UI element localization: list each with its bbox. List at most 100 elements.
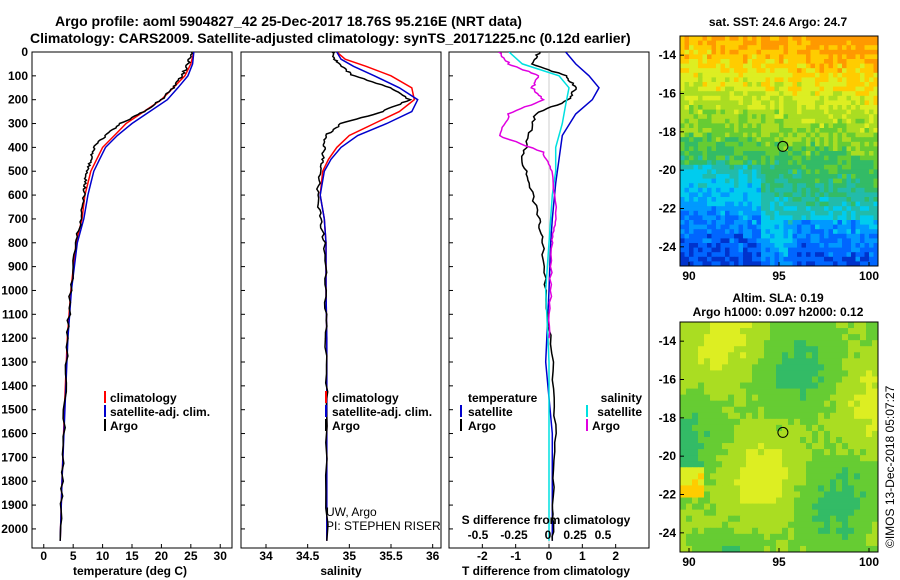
map-cell	[788, 443, 795, 450]
map-cell	[689, 40, 694, 46]
map-cell	[722, 376, 729, 383]
map-cell	[851, 123, 856, 129]
map-cell	[837, 109, 843, 115]
map-cell	[815, 123, 820, 129]
map-cell	[698, 169, 703, 175]
legend-label-s-argo: Argo	[592, 419, 620, 433]
map-cell	[747, 86, 753, 92]
map-cell	[783, 151, 789, 156]
map-cell	[873, 95, 879, 101]
legend-header-salinity: salinity	[601, 391, 643, 405]
map-cell	[864, 95, 870, 101]
map-cell	[704, 418, 711, 426]
map-cell	[783, 220, 789, 225]
map-cell	[801, 100, 807, 106]
map-cell	[830, 515, 837, 523]
map-cell	[782, 388, 789, 396]
map-cell	[806, 370, 813, 377]
map-cell	[794, 497, 801, 504]
map-cell	[869, 91, 874, 97]
map-cell	[860, 82, 865, 87]
map-cell	[776, 406, 783, 414]
map-cell	[774, 49, 780, 55]
map-cell	[720, 201, 726, 207]
map-cell	[743, 100, 748, 106]
x-tick-label: 10	[96, 549, 110, 563]
map-cell	[711, 36, 717, 41]
map-cell	[756, 215, 762, 221]
map-cell	[720, 114, 726, 120]
map-cell	[758, 406, 765, 414]
map-cell	[686, 467, 693, 474]
map-cell	[800, 358, 807, 365]
map-cell	[729, 72, 735, 78]
map-cell	[819, 63, 825, 69]
map-cell	[716, 461, 723, 468]
map-cell	[716, 210, 721, 216]
map-cell	[747, 132, 753, 138]
map-cell	[851, 95, 856, 101]
map-cell	[740, 328, 747, 335]
map-cell	[729, 114, 735, 120]
map-cell	[680, 527, 687, 535]
map-cell	[702, 229, 708, 235]
map-cell	[837, 151, 843, 156]
map-cell	[801, 174, 807, 179]
map-cell	[752, 63, 757, 69]
map-cell	[824, 229, 829, 235]
map-cell	[698, 72, 703, 78]
map-cell	[830, 437, 837, 444]
map-cell	[728, 358, 735, 365]
map-y-tick-label: -24	[659, 526, 677, 540]
map-cell	[764, 406, 771, 414]
map-cell	[833, 45, 838, 51]
map-cell	[801, 45, 807, 51]
map-cell	[782, 485, 789, 492]
map-cell	[698, 40, 703, 46]
map-cell	[758, 515, 765, 523]
map-cell	[788, 515, 795, 523]
map-cell	[752, 183, 757, 189]
map-cell	[698, 192, 703, 198]
map-cell	[873, 151, 879, 156]
map-cell	[788, 91, 793, 97]
map-cell	[794, 455, 801, 462]
map-cell	[848, 382, 855, 389]
map-cell	[698, 400, 705, 408]
map-cell	[815, 141, 820, 147]
map-cell	[747, 118, 753, 124]
map-cell	[842, 100, 847, 106]
map-cell	[722, 527, 729, 535]
map-cell	[783, 105, 789, 110]
map-cell	[812, 412, 819, 420]
map-cell	[792, 160, 798, 166]
map-cell	[756, 247, 762, 253]
map-cell	[855, 82, 861, 87]
map-cell	[692, 388, 699, 396]
map-cell	[818, 443, 825, 450]
map-cell	[788, 430, 795, 438]
map-cell	[860, 328, 867, 335]
map-cell	[864, 40, 870, 46]
map-cell	[756, 192, 762, 198]
map-cell	[833, 233, 838, 239]
map-cell	[758, 503, 765, 511]
map-cell	[864, 132, 870, 138]
map-cell	[833, 192, 838, 198]
map-cell	[815, 183, 820, 189]
map-cell	[836, 515, 843, 523]
map-cell	[782, 364, 789, 371]
map-cell	[756, 183, 762, 189]
map-cell	[872, 461, 879, 468]
map-cell	[734, 406, 741, 414]
map-cell	[698, 229, 703, 235]
map-cell	[836, 394, 843, 402]
map-cell	[788, 418, 795, 426]
map-cell	[792, 206, 798, 212]
map-cell	[855, 86, 861, 92]
map-cell	[734, 491, 741, 498]
map-cell	[680, 201, 685, 207]
map-cell	[810, 192, 816, 198]
map-cell	[734, 201, 739, 207]
map-cell	[846, 45, 852, 51]
